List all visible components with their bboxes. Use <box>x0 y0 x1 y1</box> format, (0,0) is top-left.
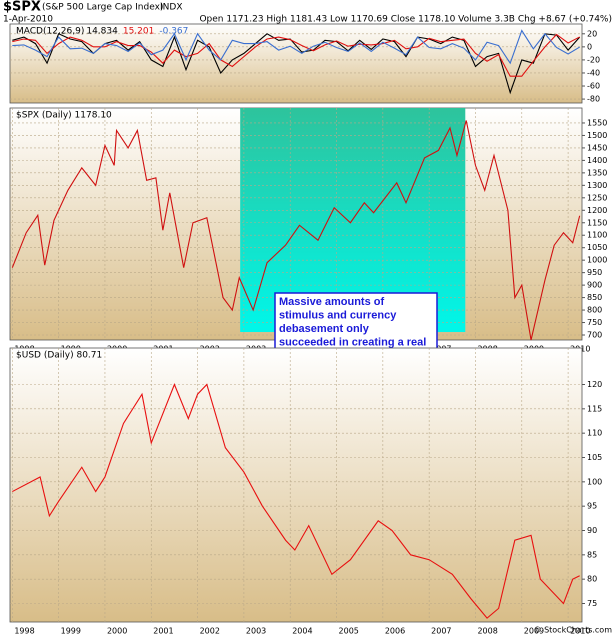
y-tick-label: 1350 <box>587 168 607 177</box>
x-tick-label: 1998 <box>14 627 34 636</box>
y-tick-label: 1550 <box>587 118 607 127</box>
y-tick-label: 115 <box>587 404 602 413</box>
y-tick-label: -80 <box>587 95 600 104</box>
y-tick-label: 80 <box>587 575 597 584</box>
symbol: $SPX <box>3 0 41 15</box>
x-tick-label: 2001 <box>153 627 173 636</box>
y-tick-label: 85 <box>587 550 597 559</box>
series-line <box>12 33 580 77</box>
series-line <box>12 383 580 619</box>
y-tick-label: 950 <box>587 268 602 277</box>
y-tick-label: 1200 <box>587 206 607 215</box>
y-tick-label: 1100 <box>587 231 607 240</box>
panel-title: $SPX (Daily) 1178.10 <box>16 111 112 121</box>
x-tick-label: 2005 <box>339 627 359 636</box>
y-tick-label: 750 <box>587 318 602 327</box>
y-tick-label: 1250 <box>587 193 607 202</box>
x-tick-label: 2007 <box>431 627 451 636</box>
x-tick-label: 2009 <box>524 627 544 636</box>
annotation-line: stimulus and currency <box>279 309 397 321</box>
x-tick-label: 2003 <box>246 627 266 636</box>
credit: © StockCharts.com <box>534 626 613 635</box>
y-tick-label: 0 <box>587 42 592 51</box>
y-tick-label: -40 <box>587 68 600 77</box>
y-tick-label: 900 <box>587 281 602 290</box>
annotation-line: debasement only <box>279 323 370 335</box>
panel-title: $USD (Daily) 80.71 <box>16 351 102 361</box>
x-tick-label: 2000 <box>107 627 127 636</box>
y-tick-label: 850 <box>587 293 602 302</box>
y-tick-label: 110 <box>587 429 602 438</box>
x-tick-label: 2010 <box>570 627 590 636</box>
date: 1-Apr-2010 <box>3 15 53 25</box>
exchange: INDX <box>160 3 182 13</box>
x-tick-label: 2008 <box>477 627 497 636</box>
y-tick-label: 1450 <box>587 143 607 152</box>
panel-background <box>9 23 583 104</box>
y-tick-label: -20 <box>587 55 600 64</box>
y-tick-label: 1000 <box>587 256 607 265</box>
y-tick-label: 1300 <box>587 181 607 190</box>
y-tick-label: 1050 <box>587 243 607 252</box>
y-tick-label: 1150 <box>587 218 607 227</box>
quote: Open 1171.23 High 1181.43 Low 1170.69 Cl… <box>199 15 612 25</box>
y-tick-label: 1500 <box>587 131 607 140</box>
y-tick-label: 800 <box>587 306 602 315</box>
index-name: (S&P 500 Large Cap Index) <box>42 3 163 13</box>
y-tick-label: 105 <box>587 453 602 462</box>
series-value: 15.201 <box>123 27 155 37</box>
y-tick-label: 75 <box>587 599 597 608</box>
y-tick-label: 20 <box>587 29 597 38</box>
annotation-line: succeeded in creating a real <box>279 336 426 348</box>
x-tick-label: 1999 <box>61 627 81 636</box>
annotation-line: Massive amounts of <box>279 296 384 308</box>
series-line <box>11 120 581 341</box>
series-value: 14.834 <box>86 27 118 37</box>
y-tick-label: 700 <box>587 331 602 340</box>
panel-title: MACD(12,26,9) <box>16 27 84 37</box>
y-tick-label: -60 <box>587 82 600 91</box>
panel-background <box>9 347 583 623</box>
y-tick-label: 1400 <box>587 156 607 165</box>
series-line <box>12 33 581 95</box>
y-tick-label: 90 <box>587 526 597 535</box>
series-value: -0.367 <box>159 27 188 37</box>
y-tick-label: 100 <box>587 477 602 486</box>
x-tick-label: 2002 <box>200 627 220 636</box>
x-tick-label: 2004 <box>292 627 312 636</box>
x-tick-label: 2006 <box>385 627 405 636</box>
series-line <box>12 29 580 65</box>
y-tick-label: 120 <box>587 380 602 389</box>
y-tick-label: 95 <box>587 502 597 511</box>
